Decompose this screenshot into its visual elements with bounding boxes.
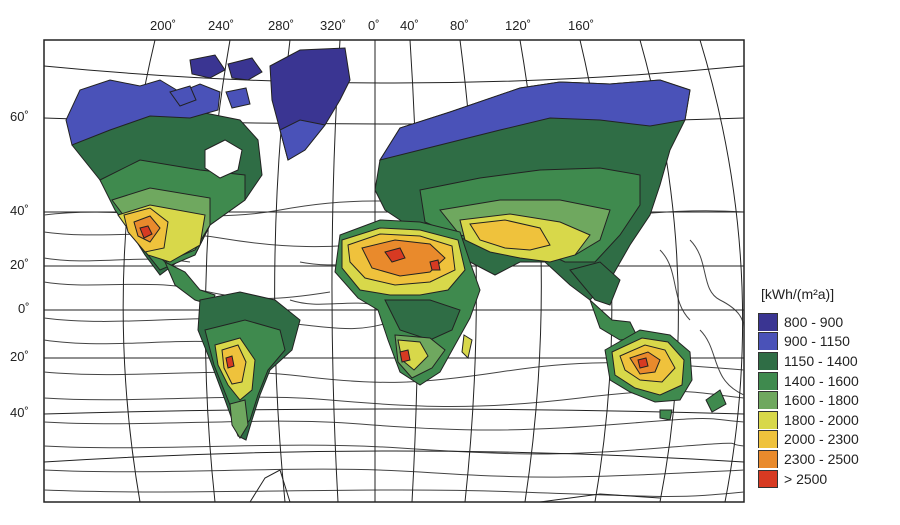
legend-item: 800 - 900 [758, 312, 898, 332]
longitude-label-160: 160˚ [568, 18, 594, 33]
legend-item: 1150 - 1400 [758, 351, 898, 371]
legend-item: 900 - 1150 [758, 332, 898, 352]
latitude-label-20n: 20˚ [10, 257, 29, 272]
legend-rows: 800 - 900 900 - 1150 1150 - 1400 1400 - 160… [758, 312, 898, 488]
legend-label: 900 - 1150 [784, 333, 850, 350]
africa [334, 219, 481, 386]
australia [604, 329, 727, 421]
latitude-label-40s: 40˚ [10, 405, 29, 420]
greenland [169, 47, 351, 161]
legend-label: 2300 - 2500 [784, 450, 859, 467]
south-america [197, 291, 301, 441]
legend-swatch [758, 449, 778, 468]
longitude-label-240: 240˚ [208, 18, 234, 33]
latitude-label-20s: 20˚ [10, 349, 29, 364]
legend-label: 1150 - 1400 [784, 352, 858, 369]
legend: [kWh/(m²a)] 800 - 900 900 - 1150 1150 - 14… [758, 286, 898, 488]
legend-swatch [758, 351, 778, 370]
legend-label: 2000 - 2300 [784, 431, 859, 448]
legend-swatch [758, 391, 778, 410]
legend-label: 1800 - 2000 [784, 411, 859, 428]
legend-item: 2300 - 2500 [758, 449, 898, 469]
latitude-label-40n: 40˚ [10, 203, 29, 218]
legend-swatch [758, 371, 778, 390]
legend-swatch [758, 332, 778, 351]
legend-label: 800 - 900 [784, 313, 844, 330]
legend-item: 1800 - 2000 [758, 410, 898, 430]
legend-swatch [758, 469, 778, 488]
longitude-label-40: 40˚ [400, 18, 419, 33]
longitude-label-80: 80˚ [450, 18, 469, 33]
legend-swatch [758, 410, 778, 429]
latitude-label-0: 0˚ [18, 301, 30, 316]
legend-swatch [758, 312, 778, 331]
longitude-label-280: 280˚ [268, 18, 294, 33]
legend-item: 1400 - 1600 [758, 371, 898, 391]
legend-swatch [758, 430, 778, 449]
latitude-label-60n: 60˚ [10, 109, 29, 124]
legend-item: > 2500 [758, 469, 898, 489]
legend-item: 2000 - 2300 [758, 430, 898, 450]
legend-item: 1600 - 1800 [758, 390, 898, 410]
longitude-label-200: 200˚ [150, 18, 176, 33]
legend-label: > 2500 [784, 470, 828, 487]
legend-label: 1400 - 1600 [784, 372, 859, 389]
longitude-label-120: 120˚ [505, 18, 531, 33]
legend-title: [kWh/(m²a)] [761, 286, 835, 302]
legend-label: 1600 - 1800 [784, 392, 859, 409]
longitude-label-320: 320˚ [320, 18, 346, 33]
longitude-label-0: 0˚ [368, 18, 380, 33]
antarctica-coast [249, 469, 661, 502]
